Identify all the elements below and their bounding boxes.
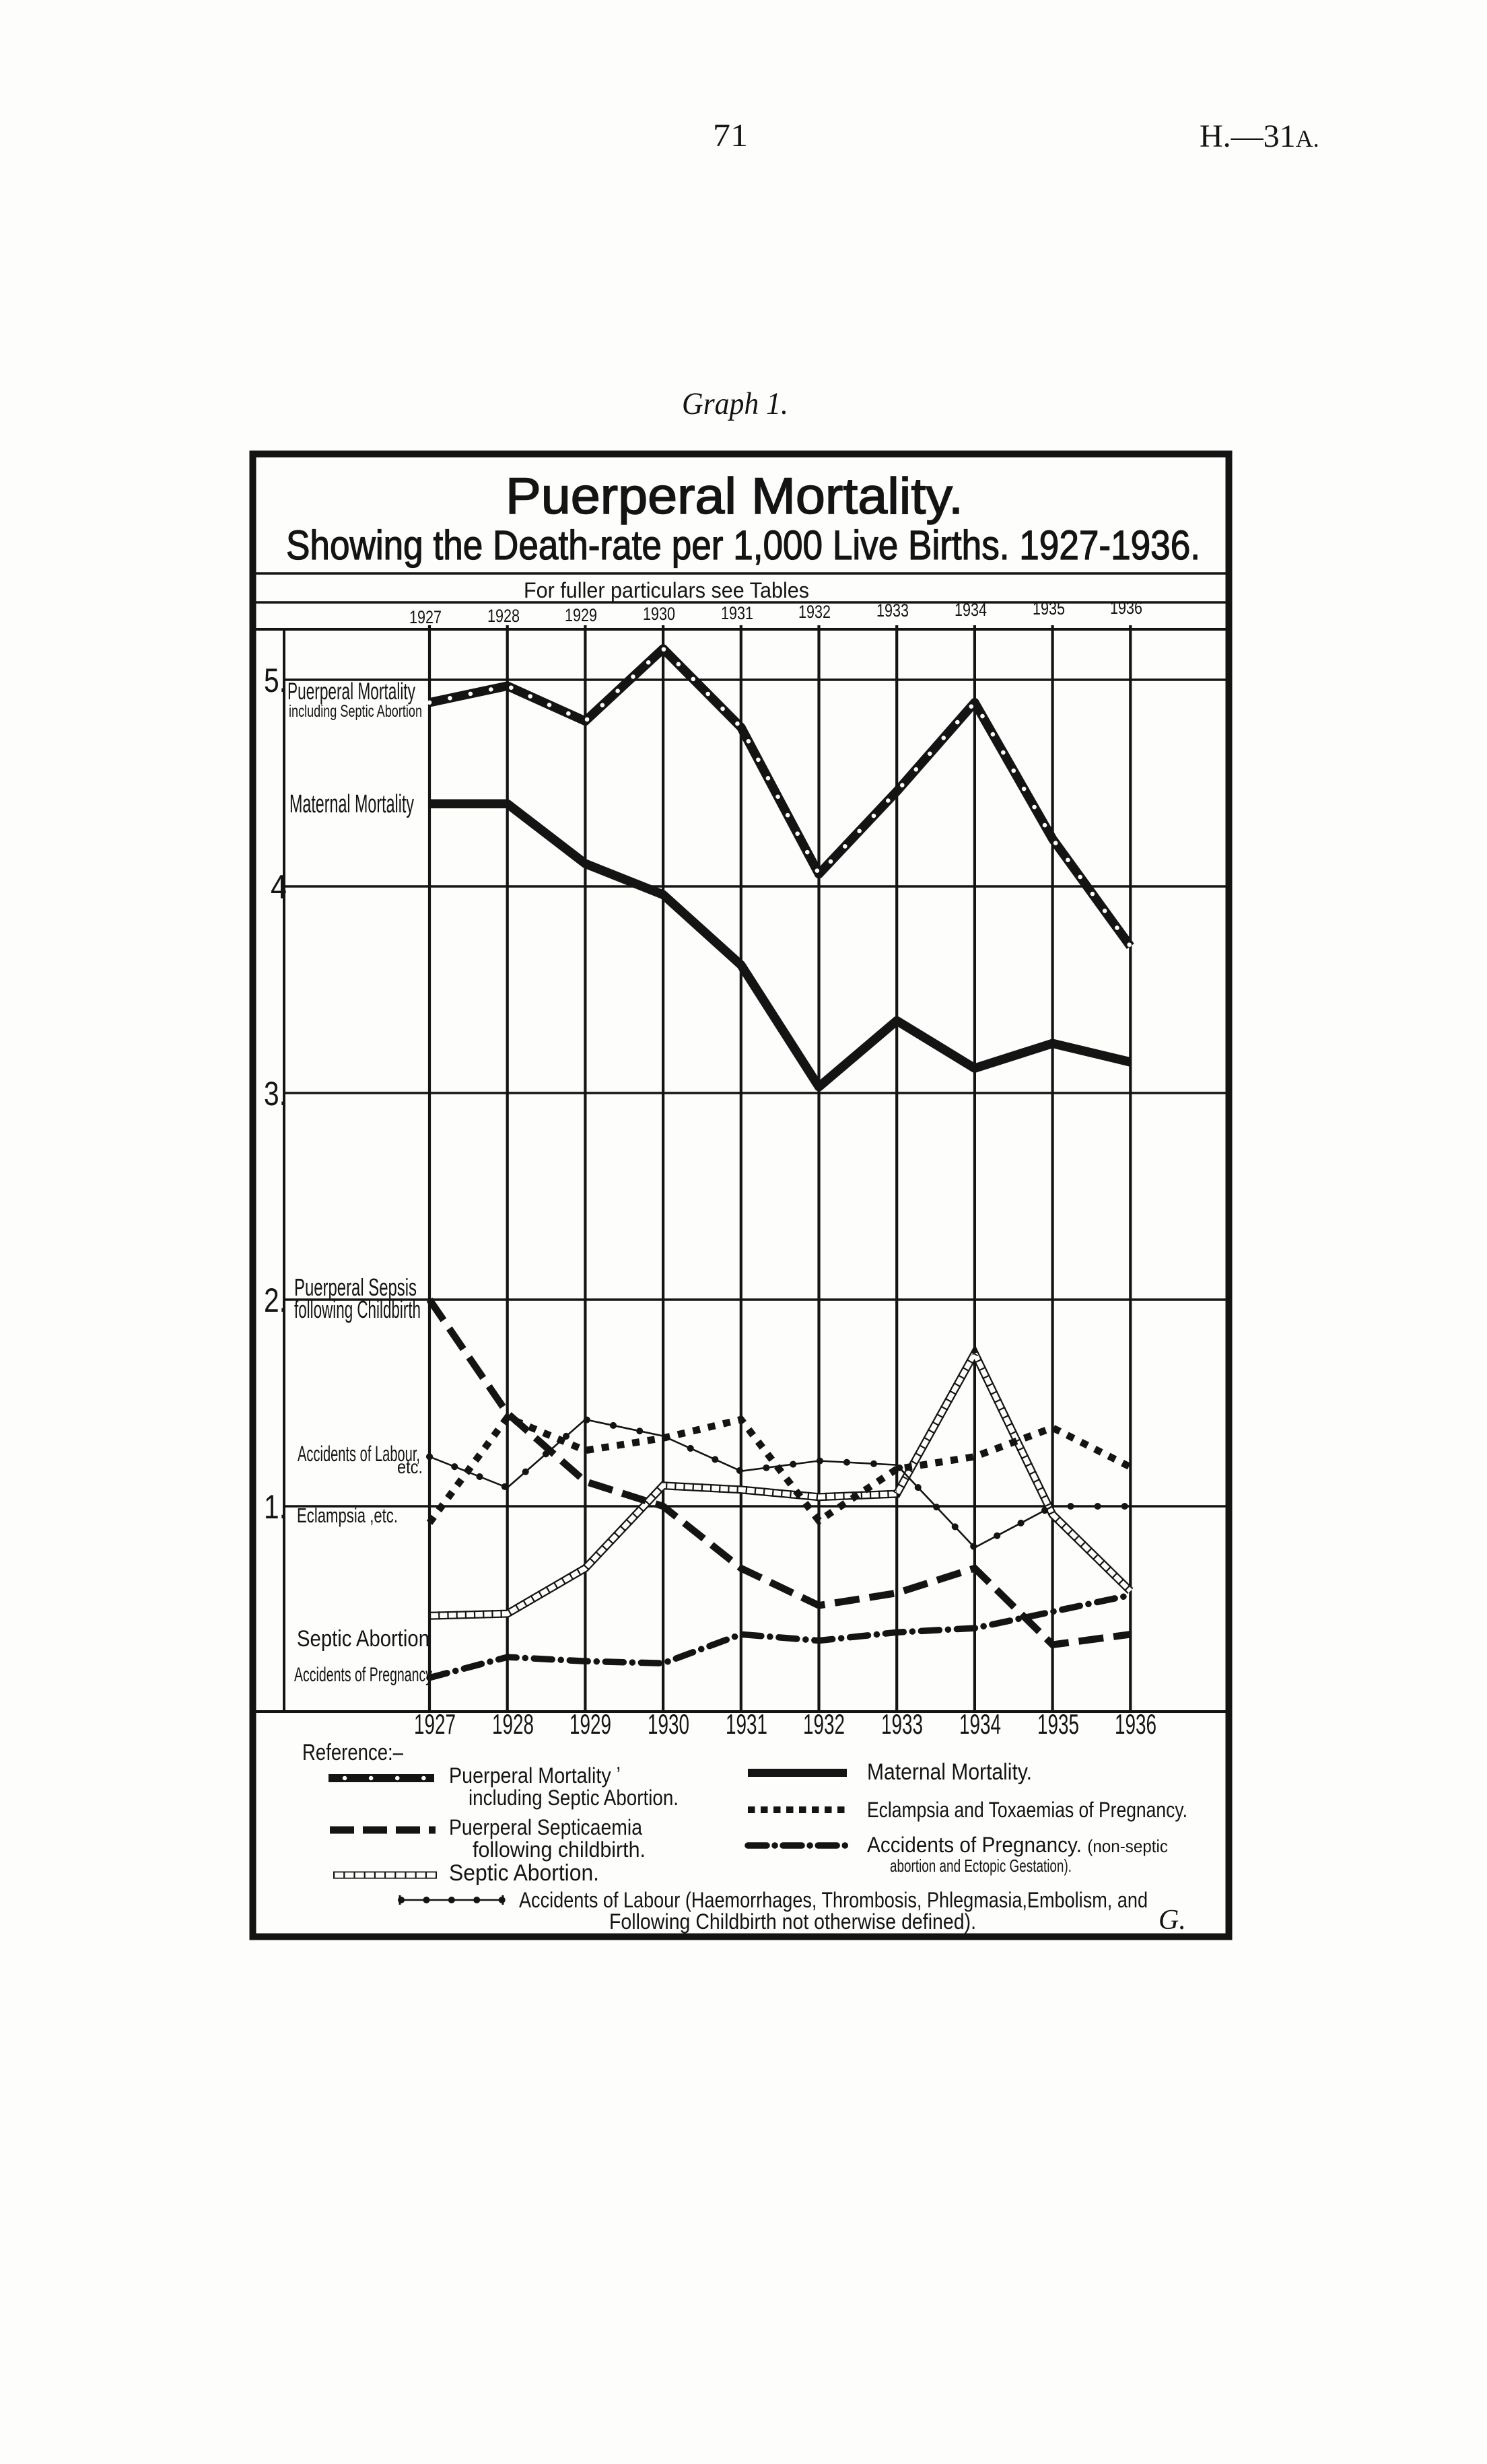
svg-text:1933: 1933 — [876, 600, 909, 621]
svg-text:Septic Abortion.: Septic Abortion. — [449, 1860, 599, 1886]
svg-text:1.: 1. — [264, 1488, 287, 1526]
svg-text:1935: 1935 — [1037, 1708, 1079, 1740]
svg-text:For fuller particulars see Tab: For fuller particulars see Tables — [524, 578, 809, 602]
svg-text:Puerperal Septicaemia: Puerperal Septicaemia — [449, 1815, 642, 1839]
svg-text:Accidents of Labour (Haemorrha: Accidents of Labour (Haemorrhages, Throm… — [519, 1888, 1148, 1912]
svg-text:1927: 1927 — [414, 1708, 456, 1740]
svg-text:Reference:–: Reference:– — [302, 1740, 403, 1765]
svg-text:1931: 1931 — [726, 1708, 767, 1740]
svg-text:1928: 1928 — [487, 606, 520, 626]
svg-text:including Septic Abortion: including Septic Abortion — [289, 702, 422, 721]
svg-text:1929: 1929 — [565, 605, 597, 625]
svg-text:5.: 5. — [264, 662, 287, 699]
svg-text:1934: 1934 — [955, 600, 987, 620]
svg-text:1933: 1933 — [881, 1708, 923, 1740]
svg-text:1930: 1930 — [643, 604, 675, 624]
svg-text:1929: 1929 — [569, 1708, 611, 1740]
svg-text:Puerperal Mortality ʼ: Puerperal Mortality ʼ — [449, 1763, 621, 1788]
svg-text:Puerperal Mortality: Puerperal Mortality — [287, 678, 415, 705]
svg-text:Eclampsia and Toxaemias of Pre: Eclampsia and Toxaemias of Pregnancy. — [867, 1798, 1187, 1822]
svg-text:Accidents of Pregnancy: Accidents of Pregnancy — [294, 1664, 432, 1686]
svg-text:Puerperal Sepsis: Puerperal Sepsis — [294, 1273, 417, 1301]
svg-text:Accidents of Pregnancy. (non-s: Accidents of Pregnancy. (non-septic — [867, 1833, 1168, 1857]
svg-text:following Childbirth: following Childbirth — [294, 1296, 421, 1323]
svg-text:Showing the Death-rate per 1,0: Showing the Death-rate per 1,000 Live Bi… — [286, 522, 1200, 568]
svg-text:1932: 1932 — [803, 1708, 845, 1740]
svg-text:etc.: etc. — [397, 1456, 423, 1477]
svg-text:Septic Abortion: Septic Abortion — [297, 1626, 429, 1652]
svg-text:Graph 1.: Graph 1. — [682, 386, 788, 421]
svg-text:following childbirth.: following childbirth. — [473, 1837, 646, 1862]
svg-text:1932: 1932 — [798, 602, 831, 622]
svg-text:1935: 1935 — [1033, 598, 1065, 619]
svg-text:1931: 1931 — [721, 603, 753, 623]
svg-text:Puerperal Mortality.: Puerperal Mortality. — [506, 468, 963, 525]
svg-text:1936: 1936 — [1115, 1708, 1156, 1740]
svg-text:Accidents of Labour,: Accidents of Labour, — [298, 1442, 420, 1466]
svg-text:G.: G. — [1159, 1905, 1186, 1936]
svg-text:1927: 1927 — [409, 607, 442, 627]
svg-text:2.: 2. — [264, 1281, 287, 1319]
svg-text:1936: 1936 — [1110, 598, 1142, 618]
svg-text:abortion and Ectopic Gestation: abortion and Ectopic Gestation). — [890, 1856, 1072, 1876]
svg-text:Maternal Mortality.: Maternal Mortality. — [867, 1759, 1032, 1785]
svg-text:Following Childbirth not other: Following Childbirth not otherwise defin… — [609, 1909, 976, 1934]
svg-text:including Septic Abortion.: including Septic Abortion. — [469, 1786, 679, 1810]
svg-text:4: 4 — [271, 868, 287, 906]
svg-text:1928: 1928 — [492, 1708, 534, 1740]
svg-text:Maternal Mortality: Maternal Mortality — [289, 790, 414, 818]
svg-text:Eclampsia ,etc.: Eclampsia ,etc. — [297, 1504, 398, 1527]
svg-text:71: 71 — [713, 118, 748, 153]
svg-text:1934: 1934 — [959, 1708, 1001, 1740]
svg-text:1930: 1930 — [648, 1708, 689, 1740]
svg-text:3.: 3. — [264, 1075, 287, 1113]
